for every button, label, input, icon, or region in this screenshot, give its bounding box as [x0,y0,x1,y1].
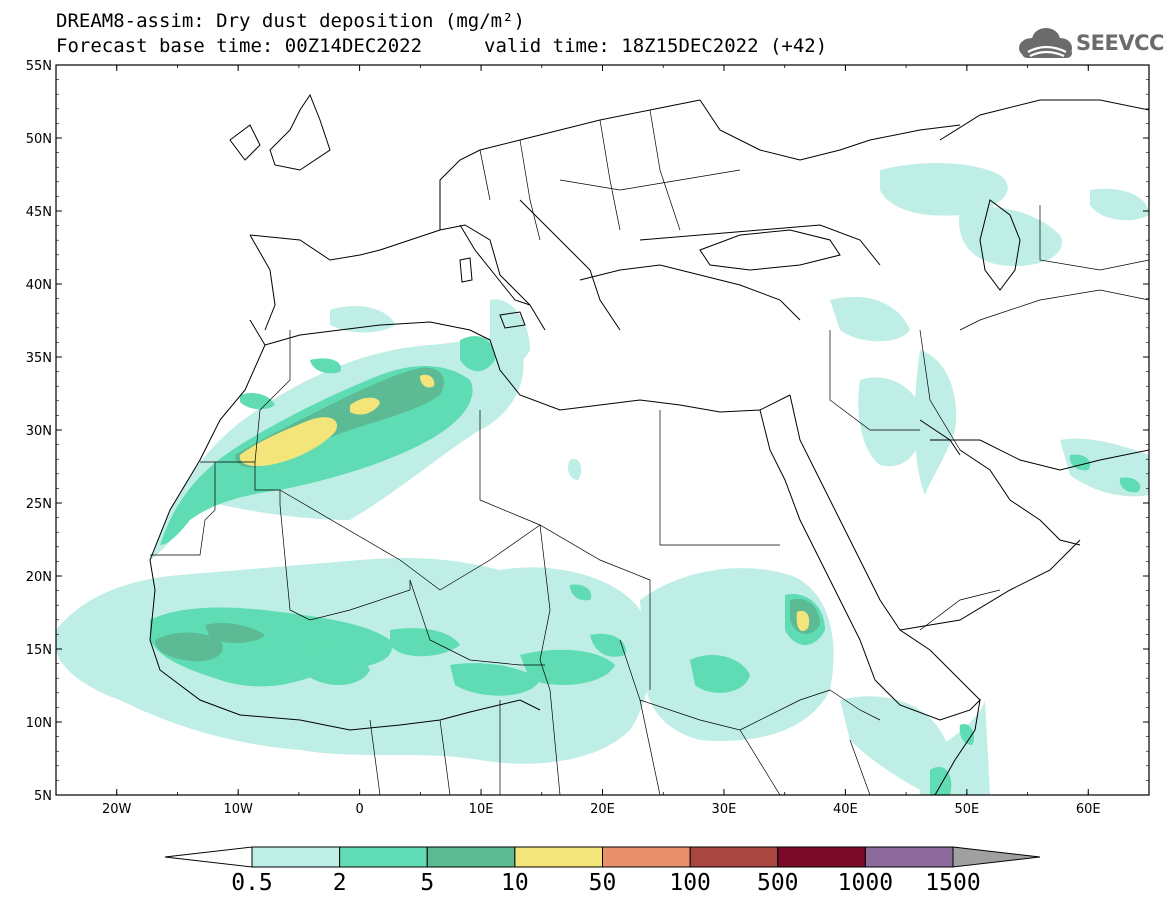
lat-tick-label: 10N [26,716,52,731]
lat-tick-label: 45N [26,205,52,220]
coastlines [149,93,1149,795]
lon-tick-label: 50E [954,802,979,817]
map-title: DREAM8-assim: Dry dust deposition (mg/m²… [56,10,525,32]
lon-tick-label: 0 [355,802,363,817]
colorbar [164,846,1041,868]
lon-tick-label: 10E [469,802,494,817]
lon-tick-label: 10W [223,802,253,817]
logo-text: SEEVCCC [1076,31,1165,55]
colorbar-segment [251,846,341,868]
lon-tick-label: 20E [590,802,615,817]
lon-tick-label: 30E [712,802,737,817]
colorbar-high-arrow [952,846,1041,868]
lon-tick-label: 60E [1076,802,1101,817]
lat-tick-label: 25N [26,497,52,512]
colorbar-segment [602,846,691,868]
colorbar-segment [426,846,516,868]
colorbar-label: 2 [332,870,347,896]
colorbar-segment [689,846,779,868]
seevccc-logo-icon [1019,28,1072,58]
borders [150,109,1149,795]
axis-ticks [55,64,1150,796]
lon-tick-label: 20W [102,802,132,817]
lat-tick-label: 40N [26,278,52,293]
colorbar-label: 10 [501,870,529,896]
lat-tick-label: 55N [26,59,52,74]
valid-time: valid time: 18Z15DEC2022 (+42) [484,35,828,57]
colorbar-low-arrow [164,846,253,868]
colorbar-segment [514,846,603,868]
lat-tick-label: 15N [26,643,52,658]
colorbar-label: 0.5 [231,870,273,896]
lon-tick-label: 40E [833,802,858,817]
lat-tick-label: 5N [34,789,52,804]
colorbar-label: 500 [756,870,799,896]
colorbar-segment [777,846,866,868]
colorbar-label: 5 [420,870,435,896]
colorbar-label: 1000 [837,870,894,896]
lat-tick-label: 20N [26,570,52,585]
colorbar-label: 50 [588,870,617,896]
lat-tick-label: 50N [26,132,52,147]
deposition-field [56,163,1149,795]
colorbar-segment [339,846,428,868]
colorbar-segment [864,846,954,868]
colorbar-label: 100 [669,870,711,896]
forecast-base-time: Forecast base time: 00Z14DEC2022 [56,35,423,57]
colorbar-label: 1500 [925,870,981,896]
lat-tick-label: 35N [26,351,52,366]
lat-tick-label: 30N [26,424,52,439]
axis-tick-labels: 20W 10W 0 10E 20E 30E 40E 50E 60E 55N 50N 45N 40N 35N… [26,59,1101,817]
level-10-50 [239,374,810,632]
